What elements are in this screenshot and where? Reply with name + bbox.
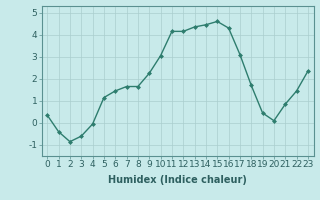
- X-axis label: Humidex (Indice chaleur): Humidex (Indice chaleur): [108, 175, 247, 185]
